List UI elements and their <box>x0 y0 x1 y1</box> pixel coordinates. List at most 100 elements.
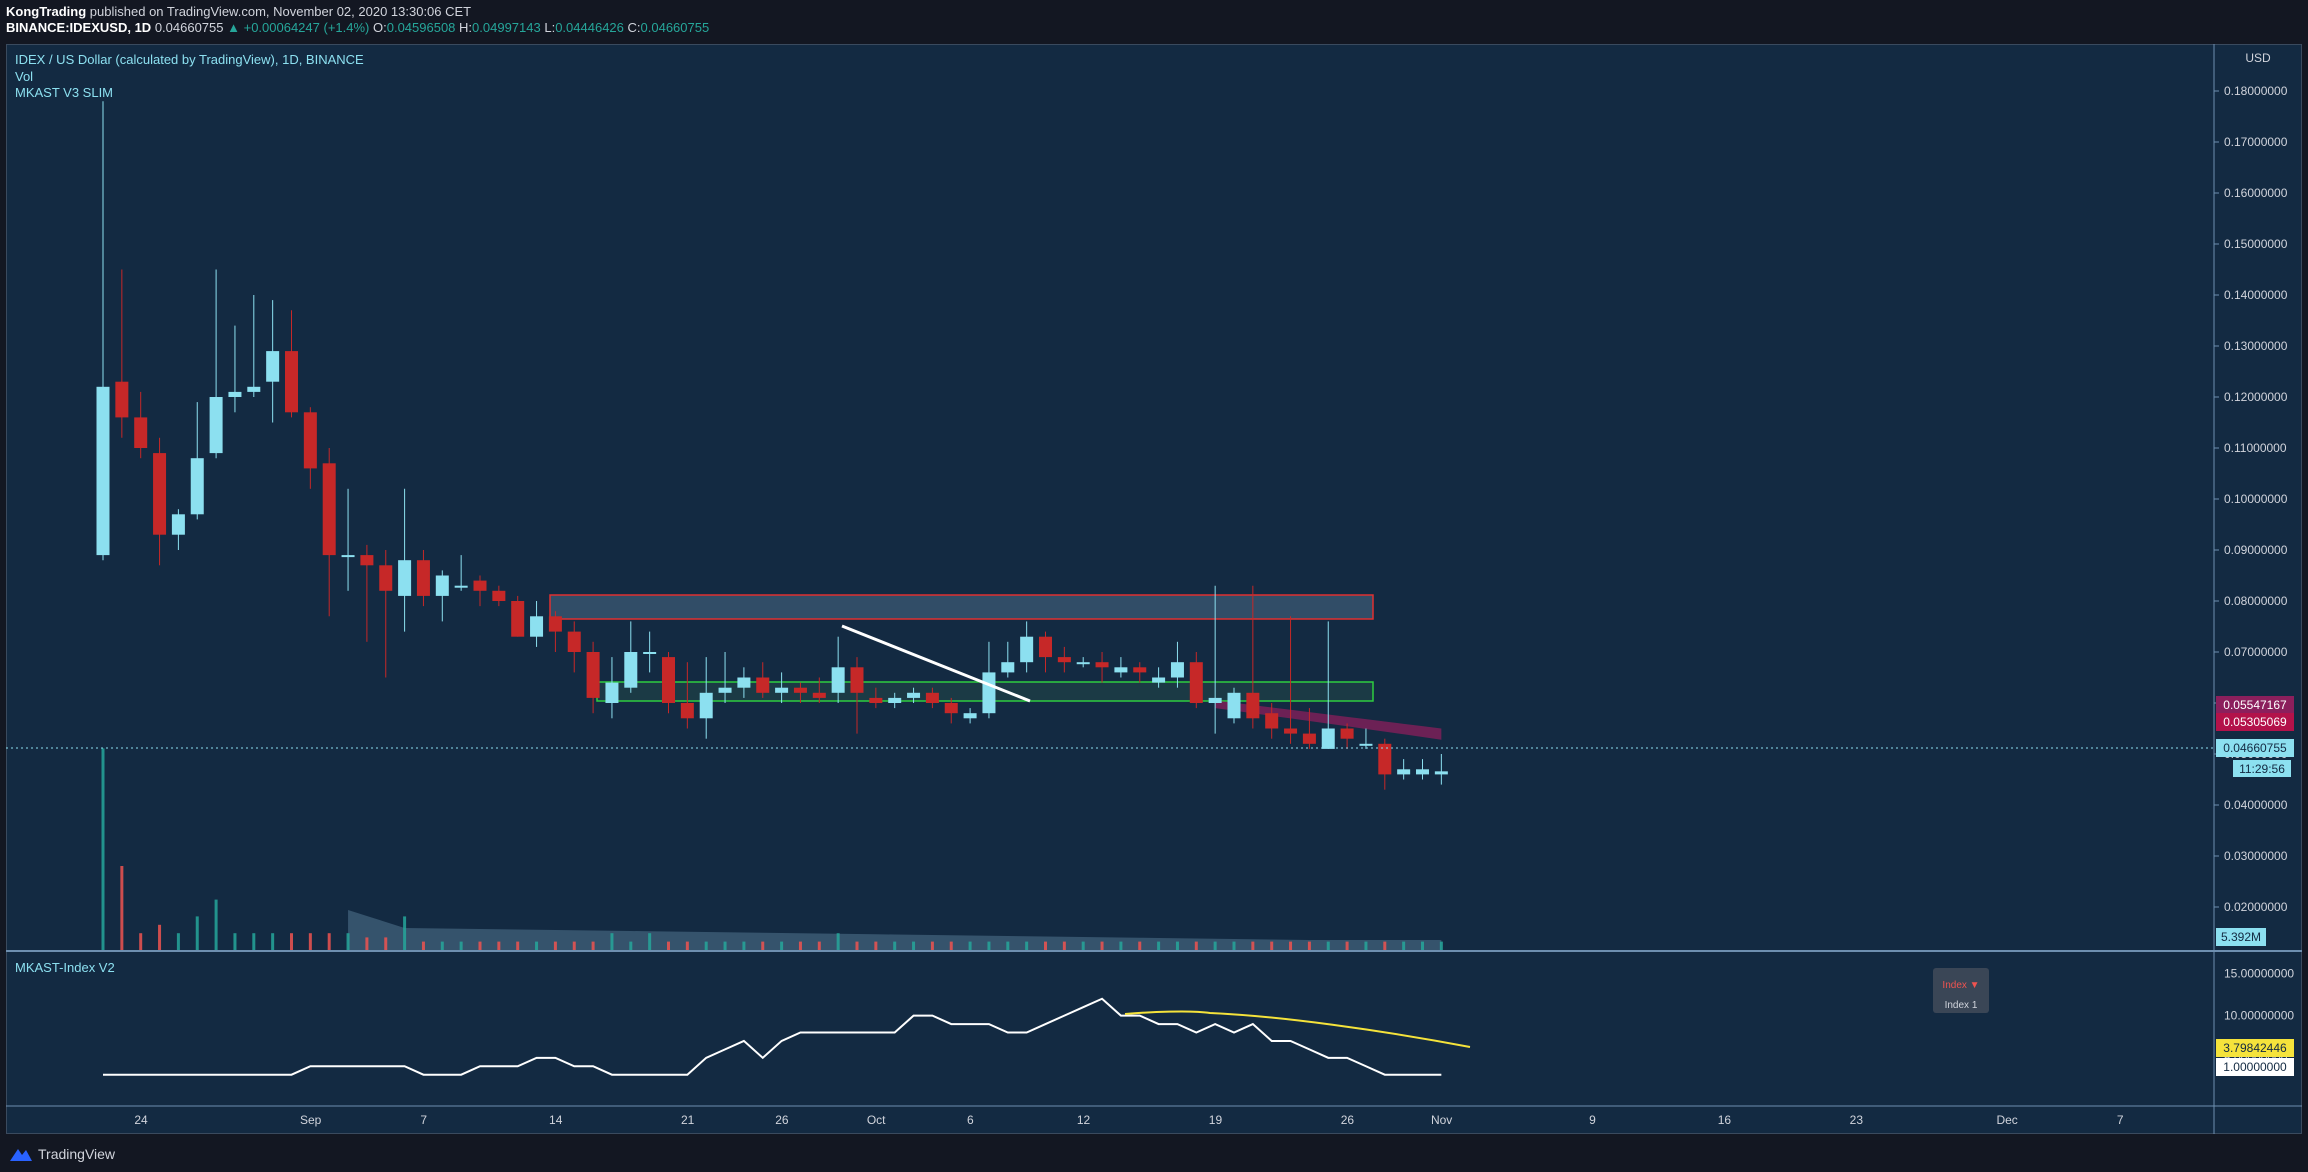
candle-body[interactable] <box>963 713 977 719</box>
volume-bar <box>252 933 256 950</box>
candle-body[interactable] <box>605 682 619 703</box>
candle-body[interactable] <box>1434 771 1448 775</box>
candle-body[interactable] <box>171 514 185 535</box>
candle-body[interactable] <box>1170 662 1184 678</box>
trend-line[interactable] <box>841 624 1031 703</box>
volume-ma-area <box>348 910 1442 950</box>
candle-body[interactable] <box>982 672 996 714</box>
candle-body[interactable] <box>718 687 732 693</box>
candle-body[interactable] <box>1321 728 1335 749</box>
tradingview-logo-icon <box>10 1149 32 1161</box>
candle-body[interactable] <box>548 616 562 632</box>
price-tick-label: 0.17000000 <box>2224 135 2288 149</box>
candle-body[interactable] <box>756 677 770 693</box>
volume-bar <box>308 933 312 950</box>
candle-body[interactable] <box>435 575 449 596</box>
candle-body[interactable] <box>793 687 807 693</box>
candle-body[interactable] <box>1076 662 1090 665</box>
candle-body[interactable] <box>228 391 242 397</box>
candle-body[interactable] <box>247 386 261 392</box>
candle-body[interactable] <box>643 652 657 654</box>
candle-body[interactable] <box>888 697 902 703</box>
candle-body[interactable] <box>266 351 280 382</box>
x-tick-label: 21 <box>681 1113 695 1127</box>
candle-body[interactable] <box>285 351 298 413</box>
candle-body[interactable] <box>699 692 713 719</box>
volume-bar <box>1138 941 1142 950</box>
candle-body[interactable] <box>850 667 864 693</box>
resistance-zone[interactable] <box>549 594 1374 620</box>
candle-body[interactable] <box>454 585 468 588</box>
candle-body[interactable] <box>567 631 581 652</box>
candle-body[interactable] <box>680 703 694 719</box>
candle-body[interactable] <box>511 601 525 637</box>
candle-body[interactable] <box>1039 636 1052 658</box>
candle-body[interactable] <box>1057 657 1071 663</box>
candle-body[interactable] <box>492 590 506 601</box>
candle-body[interactable] <box>1416 769 1429 775</box>
candle-body[interactable] <box>1378 743 1392 775</box>
candle-body[interactable] <box>1397 769 1411 775</box>
candle-body[interactable] <box>416 560 430 596</box>
volume-bar <box>1251 941 1255 950</box>
candle-body[interactable] <box>1020 636 1034 663</box>
candle-body[interactable] <box>96 386 110 556</box>
candle-body[interactable] <box>1227 692 1241 719</box>
volume-bar <box>101 748 105 950</box>
candle-body[interactable] <box>1246 692 1260 719</box>
candle-body[interactable] <box>1189 662 1203 703</box>
x-tick-label: Dec <box>1996 1113 2017 1127</box>
candle-body[interactable] <box>662 657 675 703</box>
candle-body[interactable] <box>379 565 393 591</box>
candle-body[interactable] <box>831 667 845 693</box>
candle-body[interactable] <box>812 692 826 698</box>
volume-bar <box>930 941 934 950</box>
candle-body[interactable] <box>1302 733 1316 744</box>
tradingview-brand[interactable]: TradingView <box>10 1146 115 1162</box>
candle-body[interactable] <box>473 580 487 591</box>
candle-body[interactable] <box>1208 697 1222 703</box>
candle-body[interactable] <box>209 397 223 454</box>
candle-body[interactable] <box>775 687 789 693</box>
candle-body[interactable] <box>925 692 939 703</box>
candle-body[interactable] <box>1114 667 1128 673</box>
candle-body[interactable] <box>869 697 883 703</box>
x-tick-label: 26 <box>1341 1113 1355 1127</box>
open-label: O: <box>373 20 387 35</box>
candle-body[interactable] <box>190 458 204 515</box>
candle-body[interactable] <box>1340 728 1354 739</box>
candle-body[interactable] <box>1152 677 1166 683</box>
candle-body[interactable] <box>134 417 148 448</box>
candle-body[interactable] <box>1133 667 1147 673</box>
candle-body[interactable] <box>398 560 412 596</box>
author-name[interactable]: KongTrading <box>6 4 87 19</box>
volume-bar <box>516 941 520 950</box>
candle-body[interactable] <box>1095 662 1109 668</box>
candle-body[interactable] <box>115 381 129 418</box>
publish-line: KongTrading published on TradingView.com… <box>6 4 471 19</box>
x-tick-label: 7 <box>2117 1113 2124 1127</box>
index-dropdown-button[interactable]: Index ▼ <box>1942 980 1979 991</box>
candle-body[interactable] <box>303 412 317 469</box>
open-value: 0.04596508 <box>386 20 456 35</box>
candle-body[interactable] <box>153 453 167 535</box>
chart-title: IDEX / US Dollar (calculated by TradingV… <box>15 52 364 67</box>
volume-bar <box>195 916 199 950</box>
index-popup[interactable] <box>1933 968 1989 1013</box>
candle-body[interactable] <box>1265 713 1279 729</box>
candle-body[interactable] <box>341 555 355 558</box>
candle-body[interactable] <box>907 692 921 698</box>
candle-body[interactable] <box>530 616 544 637</box>
candle-body[interactable] <box>737 677 751 688</box>
volume-bar <box>478 941 482 950</box>
chart-svg[interactable]: Index ▼ Index 1 IDEX / US Dollar (calcul… <box>0 0 2308 1134</box>
candle-body[interactable] <box>1001 662 1015 673</box>
candle-body[interactable] <box>586 652 600 698</box>
upper-band-value: 0.05547167 <box>2223 698 2287 712</box>
candle-body[interactable] <box>1359 743 1373 746</box>
candle-body[interactable] <box>360 555 374 566</box>
candle-body[interactable] <box>322 463 336 556</box>
candle-body[interactable] <box>1284 728 1298 734</box>
candle-body[interactable] <box>944 703 958 714</box>
candle-body[interactable] <box>624 652 638 688</box>
